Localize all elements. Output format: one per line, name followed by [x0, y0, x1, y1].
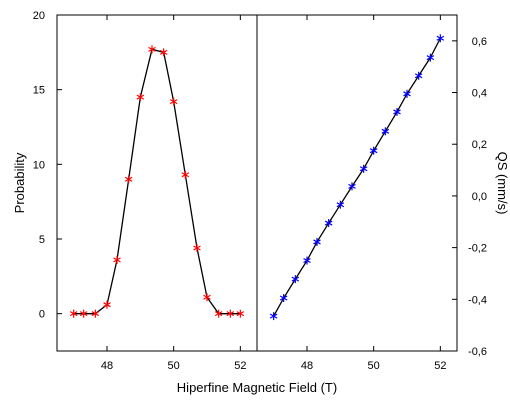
right-y-tick-label: -0,2 — [468, 243, 487, 255]
right-y-tick-label: 0,2 — [472, 139, 487, 151]
left-data-point — [159, 48, 168, 57]
left-data-point — [181, 170, 190, 179]
right-data-point — [279, 294, 288, 303]
left-panel-series — [69, 45, 245, 318]
right-data-point — [324, 219, 333, 228]
right-x-tick-label: 48 — [301, 360, 313, 372]
right-y-tick-label: 0,4 — [472, 88, 487, 100]
left-data-point — [214, 309, 223, 318]
left-plot-frame — [56, 14, 258, 352]
right-y-tick-label: 0,0 — [472, 191, 487, 203]
left-data-point — [124, 175, 133, 184]
left-y-axis-title: Probability — [12, 152, 27, 213]
right-series-line — [273, 37, 441, 317]
right-data-point — [303, 256, 311, 265]
right-x-tick-label: 52 — [434, 360, 446, 372]
right-plot-frame — [256, 14, 458, 352]
right-data-point — [336, 200, 345, 209]
right-data-point — [348, 182, 356, 191]
right-panel-series — [269, 34, 445, 321]
left-x-tick-label: 48 — [101, 360, 113, 372]
left-y-tick-label: 10 — [33, 159, 45, 171]
right-panel-ticks: 48 50 52 -0,6 -0,4 -0,2 0,0 0,2 0,4 0,6 — [301, 15, 487, 372]
right-y-axis-title: QS (mm/s) — [495, 152, 510, 215]
x-axis-title: Hiperfine Magnetic Field (T) — [177, 380, 337, 395]
left-data-point — [136, 93, 145, 102]
left-y-tick-label: 0 — [39, 309, 45, 321]
left-data-point — [226, 309, 235, 318]
right-data-point — [414, 71, 423, 80]
right-y-tick-label: -0,6 — [468, 346, 487, 358]
right-data-point — [436, 34, 445, 43]
right-data-point — [426, 53, 435, 62]
left-data-point — [148, 45, 156, 54]
left-x-tick-label: 52 — [234, 360, 246, 372]
left-data-point — [91, 309, 100, 318]
left-data-point — [236, 309, 245, 318]
left-x-tick-label: 50 — [168, 360, 180, 372]
right-data-point — [313, 237, 321, 246]
left-data-point — [103, 300, 111, 309]
left-data-point — [203, 293, 211, 302]
right-data-point — [403, 89, 411, 98]
right-y-tick-label: 0,6 — [472, 36, 487, 48]
left-y-tick-label: 20 — [33, 10, 45, 22]
left-y-tick-label: 15 — [33, 85, 45, 97]
right-data-point — [393, 107, 401, 116]
left-data-point — [113, 255, 121, 264]
right-data-point — [291, 275, 300, 284]
right-data-point — [269, 312, 278, 321]
left-data-point — [193, 243, 201, 252]
left-data-point — [169, 97, 178, 106]
left-y-tick-label: 5 — [39, 234, 45, 246]
left-series-line — [73, 48, 241, 315]
left-panel-ticks: 48 50 52 0 5 10 15 20 — [33, 10, 247, 372]
left-data-point — [79, 309, 88, 318]
right-x-tick-label: 50 — [368, 360, 380, 372]
left-data-point — [69, 309, 78, 318]
right-data-point — [381, 127, 390, 136]
right-data-point — [359, 164, 368, 173]
right-y-tick-label: -0,4 — [468, 294, 487, 306]
right-data-point — [369, 146, 378, 155]
